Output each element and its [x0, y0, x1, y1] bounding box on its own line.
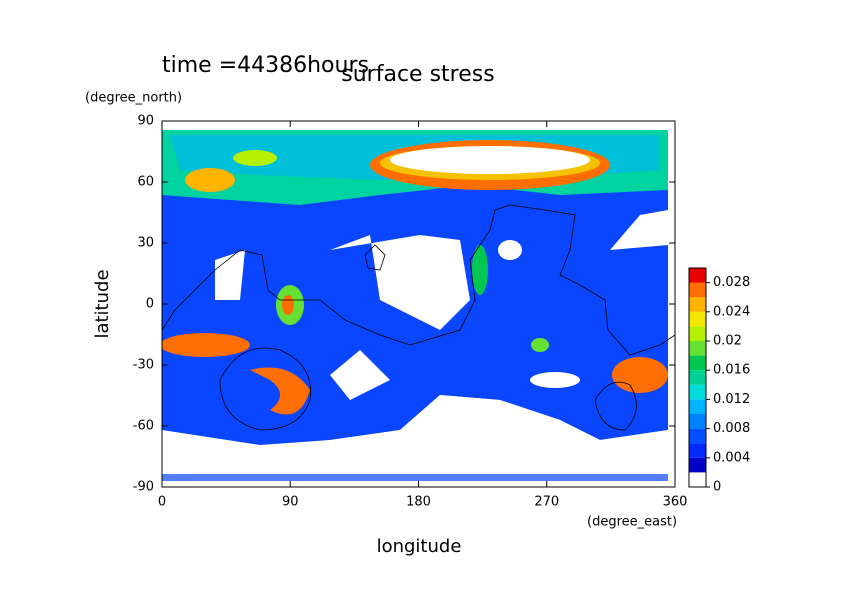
- colorbar-swatch: [689, 326, 706, 341]
- chart-title: surface stress: [341, 62, 494, 87]
- colorbar-tick-label: 0.016: [713, 363, 750, 378]
- colorbar-swatch: [689, 268, 706, 283]
- colorbar-tick-label: 0.012: [713, 392, 750, 407]
- x-tick-label: 90: [282, 495, 299, 510]
- colorbar-swatch: [689, 414, 706, 429]
- colorbar-tick-label: 0: [713, 480, 721, 495]
- colorbar-tick-label: 0.008: [713, 421, 750, 436]
- colorbar-swatch: [689, 472, 706, 487]
- x-unit: (degree_east): [587, 515, 677, 530]
- colorbar-tick-label: 0.02: [713, 334, 742, 349]
- x-tick-label: 0: [158, 495, 166, 510]
- y-axis-label: latitude: [92, 269, 113, 338]
- colorbar-swatch: [689, 297, 706, 312]
- y-tick-label: 90: [137, 114, 154, 129]
- y-tick-label: -90: [133, 480, 154, 495]
- contour-field: [162, 121, 675, 487]
- y-unit: (degree_north): [85, 91, 182, 106]
- y-tick-label: 30: [137, 236, 154, 251]
- y-tick-label: -60: [133, 419, 154, 434]
- colorbar-swatch: [689, 443, 706, 458]
- colorbar-swatch: [689, 399, 706, 414]
- colorbar-tick-label: 0.028: [713, 275, 750, 290]
- colorbar-swatch: [689, 384, 706, 400]
- x-tick-label: 180: [406, 495, 431, 510]
- x-tick-label: 360: [663, 495, 688, 510]
- colorbar-tick-label: 0.024: [713, 304, 750, 319]
- colorbar-frame: [688, 267, 707, 488]
- colorbar-swatch: [689, 311, 706, 327]
- colorbar-swatch: [689, 341, 706, 356]
- colorbar-swatch: [689, 282, 706, 298]
- colorbar-swatch: [689, 355, 706, 371]
- colorbar-swatch: [689, 370, 706, 385]
- x-axis-label: longitude: [377, 536, 462, 557]
- y-tick-label: -30: [133, 358, 154, 373]
- y-tick-label: 60: [137, 175, 154, 190]
- colorbar-swatch: [689, 457, 706, 473]
- x-tick-label: 270: [534, 495, 559, 510]
- time-annotation: time =44386hours: [162, 53, 369, 78]
- y-tick-label: 0: [146, 297, 154, 312]
- coastline: [162, 204, 675, 431]
- colorbar-tick-label: 0.004: [713, 450, 750, 465]
- colorbar-swatch: [689, 428, 706, 444]
